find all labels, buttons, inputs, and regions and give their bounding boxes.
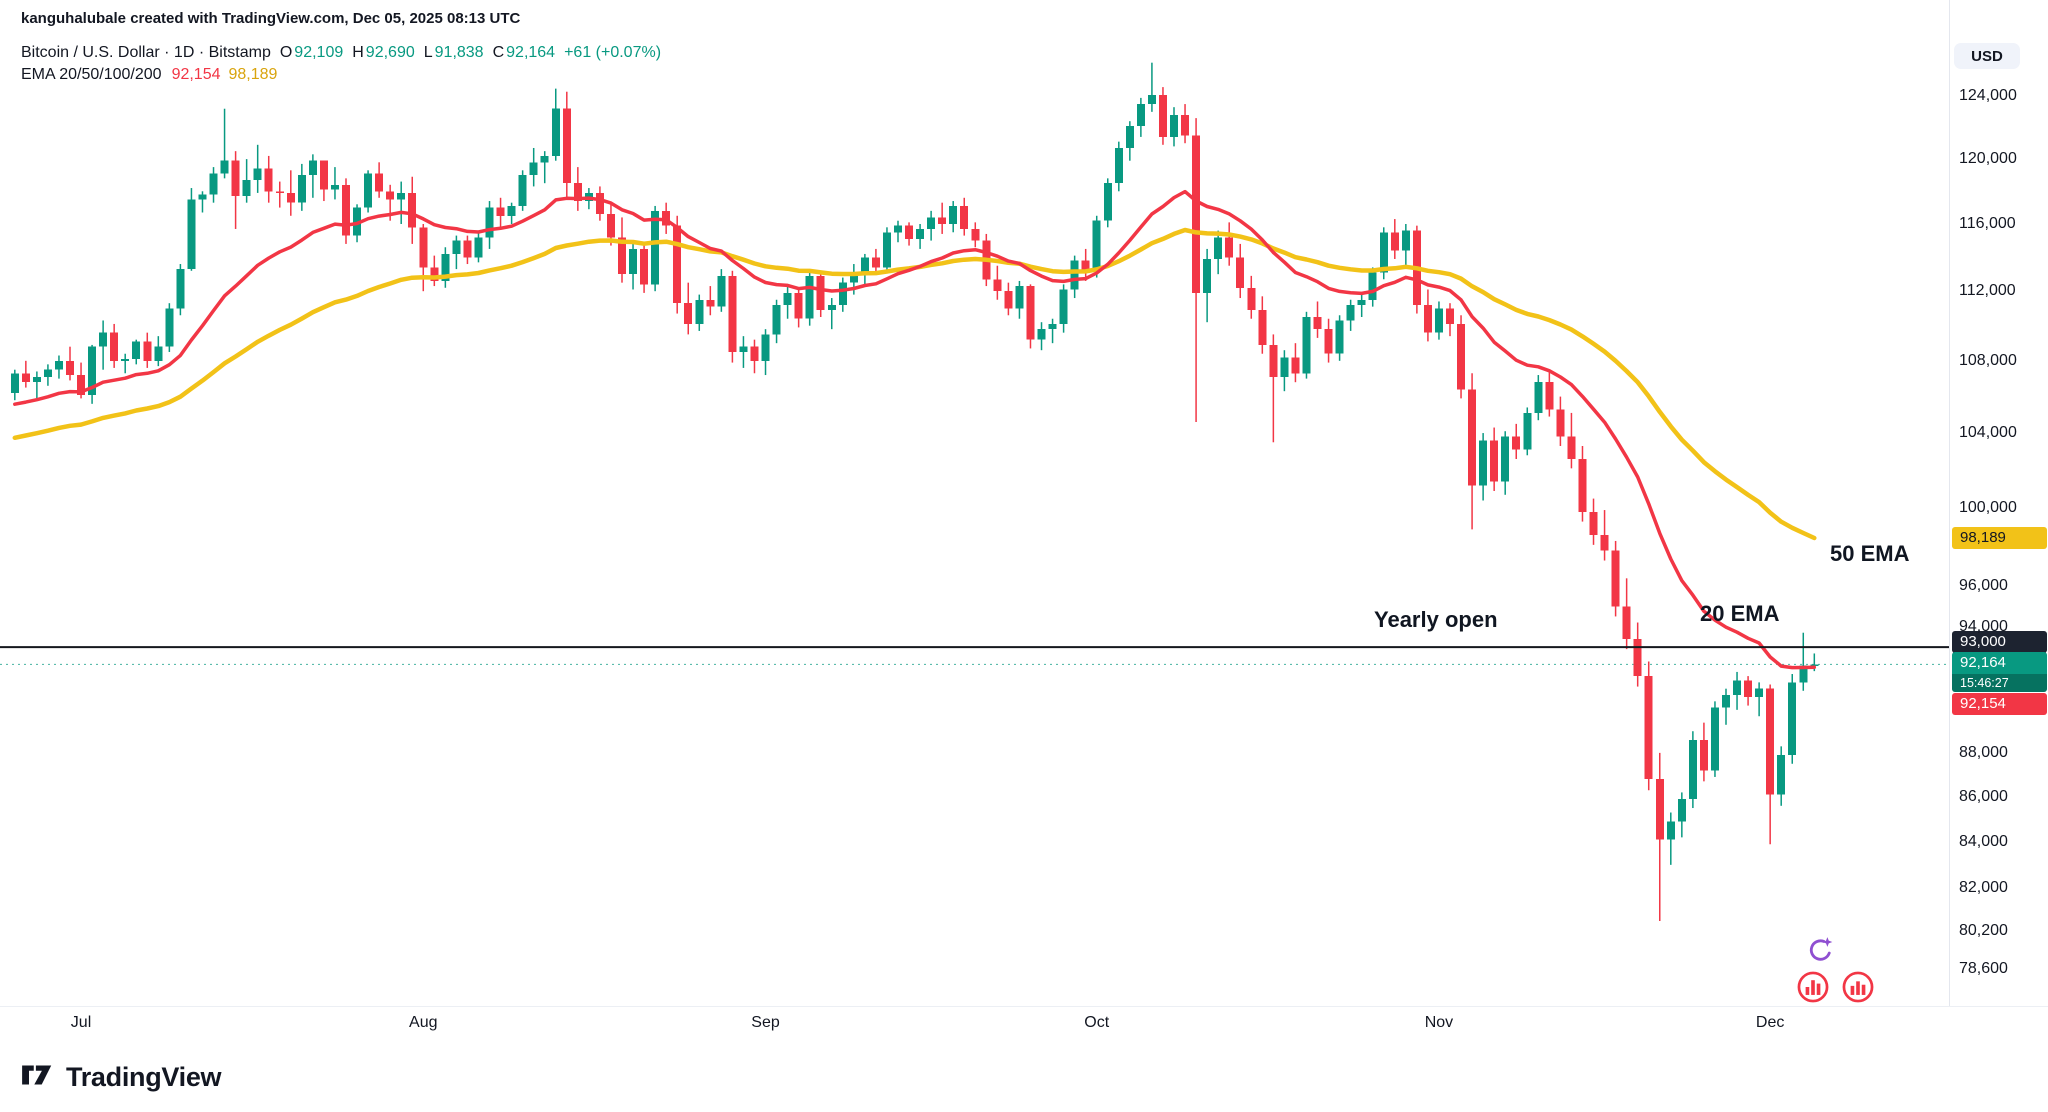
time-axis[interactable]: Jul Aug Sep Oct Nov Dec <box>0 1006 2048 1043</box>
low-label: L <box>423 44 433 61</box>
close-value: 92,164 <box>506 44 556 61</box>
price-tick-label: 94,000 <box>1959 617 2008 635</box>
time-tick-label: Oct <box>1084 1014 1110 1031</box>
symbol-title[interactable]: Bitcoin / U.S. Dollar · 1D · Bitstamp <box>21 44 271 61</box>
footer-bar: TradingView <box>0 1042 2048 1112</box>
last-price-badge: 92,164 15:46:27 <box>1952 652 2047 693</box>
price-tick-label: 86,000 <box>1959 787 2008 805</box>
time-tick-label: Sep <box>751 1014 780 1031</box>
price-tick-label: 120,000 <box>1959 150 2017 168</box>
time-tick-label: Nov <box>1424 1014 1454 1031</box>
attribution-text: kanguhalubale created with TradingView.c… <box>21 10 521 27</box>
yearly-open-price-badge: 93,000 <box>1952 631 2047 654</box>
symbol-row: Bitcoin / U.S. Dollar · 1D · Bitstamp O 92… <box>21 42 661 64</box>
indicator-label[interactable]: EMA 20/50/100/200 <box>21 66 162 83</box>
open-label: O <box>279 44 293 61</box>
price-tick-label: 124,000 <box>1959 87 2017 105</box>
open-value: 92,109 <box>294 44 344 61</box>
price-tick-label: 116,000 <box>1959 215 2016 232</box>
yearly-open-annotation: Yearly open <box>1374 607 1498 632</box>
change-value: +61 (+0.07%) <box>564 44 662 61</box>
time-tick-label: Dec <box>1755 1014 1785 1031</box>
price-tick-label: 112,000 <box>1959 282 2016 300</box>
price-tick-label: 88,000 <box>1959 743 2008 761</box>
tradingview-brand: TradingView <box>66 1062 222 1092</box>
high-label: H <box>352 44 364 61</box>
tradingview-logo-icon <box>20 1062 56 1093</box>
bar-countdown: 15:46:27 <box>1952 674 2047 693</box>
last-price-value: 92,164 <box>1960 654 2006 672</box>
price-tick-label: 104,000 <box>1959 424 2017 442</box>
low-value: 91,838 <box>434 44 484 61</box>
time-tick-label: Jul <box>70 1014 92 1031</box>
chart-panel: Bitcoin / U.S. Dollar · 1D · Bitstamp O 92… <box>0 0 1949 1006</box>
high-value: 92,690 <box>365 44 415 61</box>
chart-legend: Bitcoin / U.S. Dollar · 1D · Bitstamp O 92… <box>21 42 661 86</box>
price-tick-label: 82,000 <box>1959 879 2008 897</box>
ema20-annotation: 20 EMA <box>1700 601 1780 626</box>
indicator-row: EMA 20/50/100/200 92,154 98,189 <box>21 64 661 86</box>
price-tick-label: 96,000 <box>1959 577 2008 595</box>
price-tick-label: 78,600 <box>1959 960 2008 978</box>
price-chart[interactable] <box>0 0 1949 1006</box>
price-axis[interactable]: USD 98,189 93,000 92,164 15:46:27 92,154… <box>1949 0 2048 1006</box>
price-tick-label: 80,200 <box>1959 921 2008 939</box>
ema50-annotation: 50 EMA <box>1830 541 1910 566</box>
ema20-price-badge: 92,154 <box>1952 693 2047 716</box>
ema20-value: 92,154 <box>171 66 221 83</box>
currency-toggle-button[interactable]: USD <box>1954 43 2020 69</box>
price-tick-label: 108,000 <box>1959 351 2017 369</box>
ema50-price-badge: 98,189 <box>1952 527 2047 549</box>
close-label: C <box>492 44 505 61</box>
price-tick-label: 84,000 <box>1959 832 2008 850</box>
price-tick-label: 100,000 <box>1959 499 2017 517</box>
ema50-value: 98,189 <box>228 66 278 83</box>
time-tick-label: Aug <box>409 1014 438 1031</box>
